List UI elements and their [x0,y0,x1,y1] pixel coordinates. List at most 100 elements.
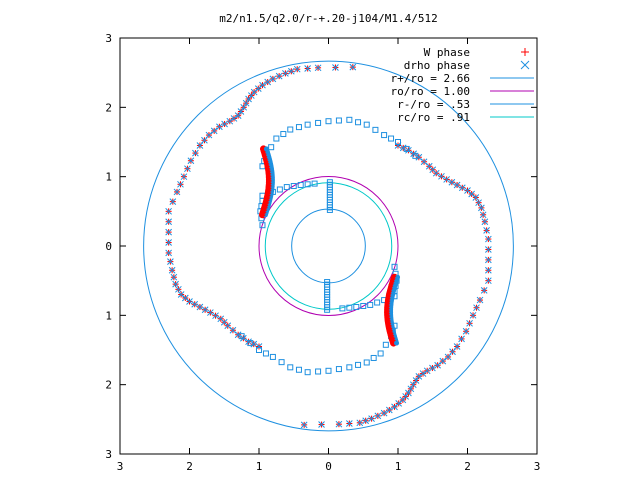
drho-phase-point [269,75,277,83]
drho-phase-point [368,415,375,422]
drho-phase-point [409,381,417,389]
drho-phase-square [304,181,311,188]
drho-phase-square [315,119,322,126]
drho-phase-point [443,176,451,183]
drho-phase-stroke [314,64,322,72]
drho-phase-stroke [173,188,181,196]
drho-phase-stroke [409,381,417,389]
drho-phase-point [405,146,412,154]
drho-phase-square [278,359,285,366]
phase-points [165,63,492,429]
drho-phase-stroke [429,364,436,372]
drho-phase-point [473,304,480,312]
drho-phase-point [480,287,488,294]
drho-phase-point [300,421,308,429]
drho-phase-square [335,366,342,373]
drho-phase-square [360,302,367,309]
drho-phase-stroke [374,412,382,420]
drho-phase-point [234,331,242,339]
drho-phase-square [363,121,370,128]
drho-phase-stroke [250,340,258,348]
drho-phase-point [192,149,199,157]
drho-phase-stroke [240,103,248,111]
drho-phase-point [429,364,436,372]
drho-phase-stroke [399,144,407,152]
drho-phase-stroke [172,280,179,288]
drho-phase-stroke [170,273,178,281]
drho-phase-square [287,364,294,371]
reference-circle [264,182,393,310]
y-tick-label: 1 [105,309,112,322]
drho-phase-stroke [335,420,343,428]
drho-phase-stroke [167,258,174,265]
drho-phase-point [374,412,382,420]
y-tick-label: 0 [105,240,112,253]
y-tick-label: 3 [105,32,112,45]
drho-phase-point [187,157,195,165]
drho-phase-square [346,304,353,311]
drho-phase-square [325,367,332,374]
drho-phase-square [247,340,254,347]
drho-phase-stroke [186,298,193,305]
drho-phase-point [168,266,176,274]
drho-phase-point [275,72,283,80]
legend-label: r+/ro = 2.66 [391,72,470,85]
drho-phase-stroke [318,421,325,428]
drho-phase-stroke [196,303,204,311]
drho-phase-point [191,300,199,308]
drho-phase-point [458,184,466,192]
drho-phase-point [304,65,312,72]
drho-phase-point [165,207,173,215]
drho-phase-square [297,181,304,188]
drho-phase-stroke [478,204,485,212]
drho-phase-stroke [458,184,466,192]
reference-circles [143,60,514,432]
drho-phase-point [240,103,248,111]
drho-phase-stroke [293,65,301,73]
drho-phase-point [314,64,322,72]
drho-phase-point [237,108,245,115]
drho-phase-square [256,347,262,353]
drho-phase-stroke [429,166,437,174]
drho-phase-point [234,112,242,120]
drho-phase-stroke [196,142,204,149]
legend-label: ro/ro = 1.00 [391,85,470,98]
drho-phase-stroke [476,296,484,304]
drho-phase-square [295,366,302,373]
drho-phase-point [484,235,492,243]
x-tick-label: 3 [534,460,541,473]
drho-phase-stroke [473,304,480,312]
drho-phase-point [169,198,177,205]
drho-phase-point [434,361,441,369]
legend-stroke [520,60,530,70]
drho-phase-square [346,364,353,371]
plot-frame [119,37,538,455]
drho-phase-point [170,273,178,281]
drho-phase-point [180,173,188,181]
drho-phase-stroke [221,120,228,128]
drho-phase-stroke [439,357,447,365]
drho-phase-point [196,303,204,311]
drho-phase-point [438,172,445,180]
reference-circle [291,208,366,284]
drho-phase-stroke [217,315,225,323]
drho-phase-square [363,359,370,366]
drho-phase-square [353,304,360,311]
drho-phase-square [268,144,275,151]
drho-phase-stroke [168,266,176,274]
drho-phase-point [177,180,184,188]
drho-phase-square [412,152,419,159]
drho-phase-point [484,246,492,253]
drho-phase-point [184,165,191,173]
drho-phase-stroke [191,300,199,308]
drho-phase-square [287,126,294,133]
drho-phase-point [399,144,407,152]
drho-phase-square [269,353,276,360]
drho-phase-point [186,298,193,305]
drho-phase-stroke [180,173,188,181]
drho-phase-stroke [362,417,370,425]
drho-phase-square [335,117,342,124]
drho-phase-stroke [165,249,173,257]
